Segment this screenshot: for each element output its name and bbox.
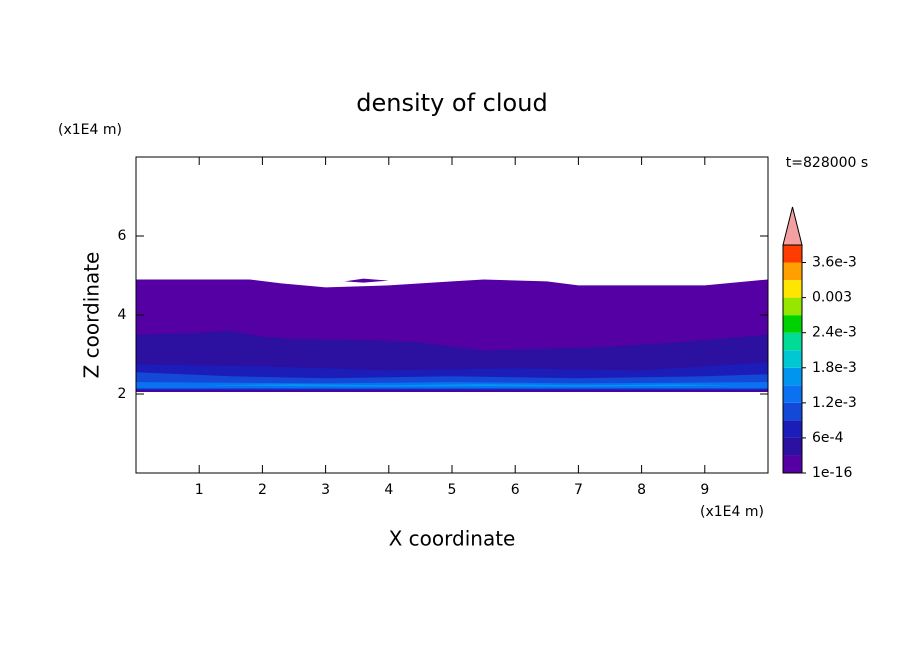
y-axis-label: Z coordinate [80,252,104,379]
x-tick-label: 7 [574,482,583,498]
colorbar-band [783,437,802,456]
y-tick-label: 6 [118,228,127,244]
colorbar-band [783,245,802,263]
colorbar-band [783,402,802,421]
colorbar-band [783,297,802,316]
x-tick-label: 6 [511,482,520,498]
x-tick-label: 2 [258,482,267,498]
colorbar-tick-label: 3.6e-3 [812,255,857,271]
colorbar-frame [782,244,803,474]
colorbar-tick-label: 2.4e-3 [812,325,857,341]
x-tick-label: 3 [321,482,330,498]
x-unit: (x1E4 m) [700,504,764,520]
colorbar-band [783,332,802,351]
colorbar-extension [782,206,803,246]
colorbar-tick-label: 1e-16 [812,465,852,481]
colorbar-tick-label: 1.2e-3 [812,395,857,411]
x-tick-label: 8 [637,482,646,498]
colorbar-band [783,315,802,333]
colorbar-band [783,420,802,438]
colorbar-tick-label: 0.003 [812,290,852,306]
x-axis-label: X coordinate [389,527,516,551]
y-unit: (x1E4 m) [58,122,122,138]
x-tick-label: 1 [195,482,204,498]
x-tick-label: 5 [448,482,457,498]
y-tick-label: 4 [118,307,127,323]
colorbar-band [783,367,802,386]
colorbar-tick-label: 6e-4 [812,430,844,446]
colorbar-band [783,455,802,473]
colorbar-band [783,280,802,298]
contour-region [344,278,389,283]
colorbar-band [783,350,802,368]
y-tick-label: 2 [118,386,127,402]
chart-title: density of cloud [356,89,547,117]
time-annotation: t=828000 s [786,155,868,171]
contour-fills [136,278,768,393]
x-tick-label: 4 [384,482,393,498]
colorbar-band [783,262,802,281]
x-tick-label: 9 [700,482,709,498]
colorbar-tick-label: 1.8e-3 [812,360,857,376]
colorbar-band [783,385,802,403]
contour-region [199,384,737,387]
